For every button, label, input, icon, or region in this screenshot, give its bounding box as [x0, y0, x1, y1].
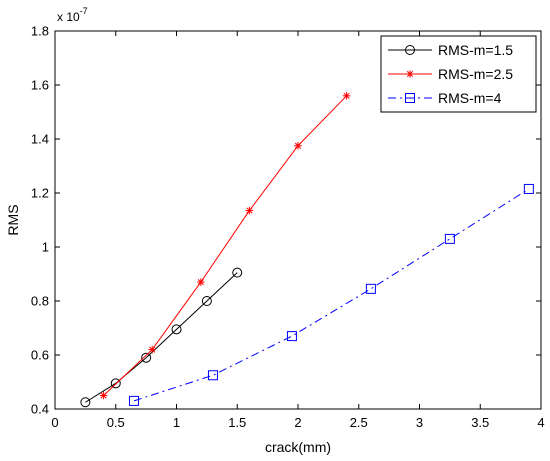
legend-item: RMS-m=4 — [388, 90, 502, 106]
series-layer — [80, 92, 534, 408]
plot-frame — [54, 30, 542, 410]
y-tick-label: 1.2 — [31, 186, 49, 201]
x-tick-label: 2 — [294, 415, 301, 430]
series-1 — [99, 92, 351, 400]
x-axis-ticks: 0 0.5 1 1.5 2 2.5 3 3.5 4 — [51, 31, 545, 430]
data-point — [444, 233, 455, 244]
y-tick-label: 1.4 — [31, 132, 49, 147]
data-point — [201, 296, 212, 306]
data-point — [171, 324, 182, 335]
x-tick-label: 3 — [416, 415, 423, 430]
data-point — [128, 395, 139, 406]
data-point — [286, 331, 297, 342]
data-point — [294, 141, 302, 150]
data-point — [197, 278, 205, 286]
data-point — [148, 345, 156, 354]
asterisk-stroke — [343, 92, 350, 99]
asterisk-stroke — [197, 279, 204, 286]
y-axis-ticks: 0.4 0.6 0.8 1 1.2 1.4 1.6 1.8 — [31, 24, 541, 417]
legend-label: RMS-m=2.5 — [438, 66, 513, 82]
series-0 — [80, 267, 243, 408]
x-tick-label: 4 — [537, 415, 544, 430]
x-tick-label: 0.5 — [107, 415, 125, 430]
y-tick-label: 0.8 — [31, 294, 49, 309]
x-tick-label: 3.5 — [471, 415, 489, 430]
x-tick-label: 2.5 — [350, 415, 368, 430]
legend-marker — [405, 93, 415, 103]
asterisk-stroke — [100, 392, 107, 399]
data-point — [141, 352, 152, 363]
legend-marker — [405, 45, 415, 55]
data-point — [245, 206, 254, 215]
asterisk-stroke — [246, 207, 253, 214]
series-line — [133, 188, 530, 402]
x-tick-label: 1.5 — [228, 415, 246, 430]
data-point — [80, 397, 91, 408]
asterisk-stroke — [294, 142, 302, 149]
y-exponent-label: x 10-7 — [57, 6, 88, 24]
legend-marker — [406, 70, 414, 78]
data-point — [342, 92, 351, 100]
series-line — [103, 95, 347, 396]
legend: RMS-m=1.5 RMS-m=2.5 RMS-m=4 — [380, 35, 537, 113]
series-2 — [128, 183, 534, 406]
y-tick-label: 0.6 — [31, 348, 49, 363]
data-point — [365, 283, 376, 294]
x-tick-label: 0 — [51, 415, 58, 430]
data-point — [99, 391, 108, 400]
data-point — [523, 183, 534, 194]
data-point — [110, 378, 121, 389]
legend-item: RMS-m=1.5 — [388, 42, 513, 58]
legend-items: RMS-m=1.5 RMS-m=2.5 RMS-m=4 — [388, 42, 513, 106]
y-tick-label: 1 — [42, 240, 49, 255]
y-tick-label: 1.6 — [31, 78, 49, 93]
legend-item: RMS-m=2.5 — [388, 66, 513, 82]
asterisk-stroke — [406, 70, 414, 78]
y-axis-label: RMS — [5, 204, 21, 235]
x-axis-label: crack(mm) — [265, 439, 331, 455]
series-line — [85, 272, 238, 403]
data-point — [232, 267, 243, 278]
x-tick-label: 1 — [173, 415, 180, 430]
y-tick-label: 0.4 — [31, 402, 49, 417]
legend-label: RMS-m=1.5 — [438, 42, 513, 58]
asterisk-stroke — [149, 346, 156, 353]
legend-label: RMS-m=4 — [438, 90, 502, 106]
y-tick-label: 1.8 — [31, 24, 49, 39]
data-point — [207, 370, 218, 381]
